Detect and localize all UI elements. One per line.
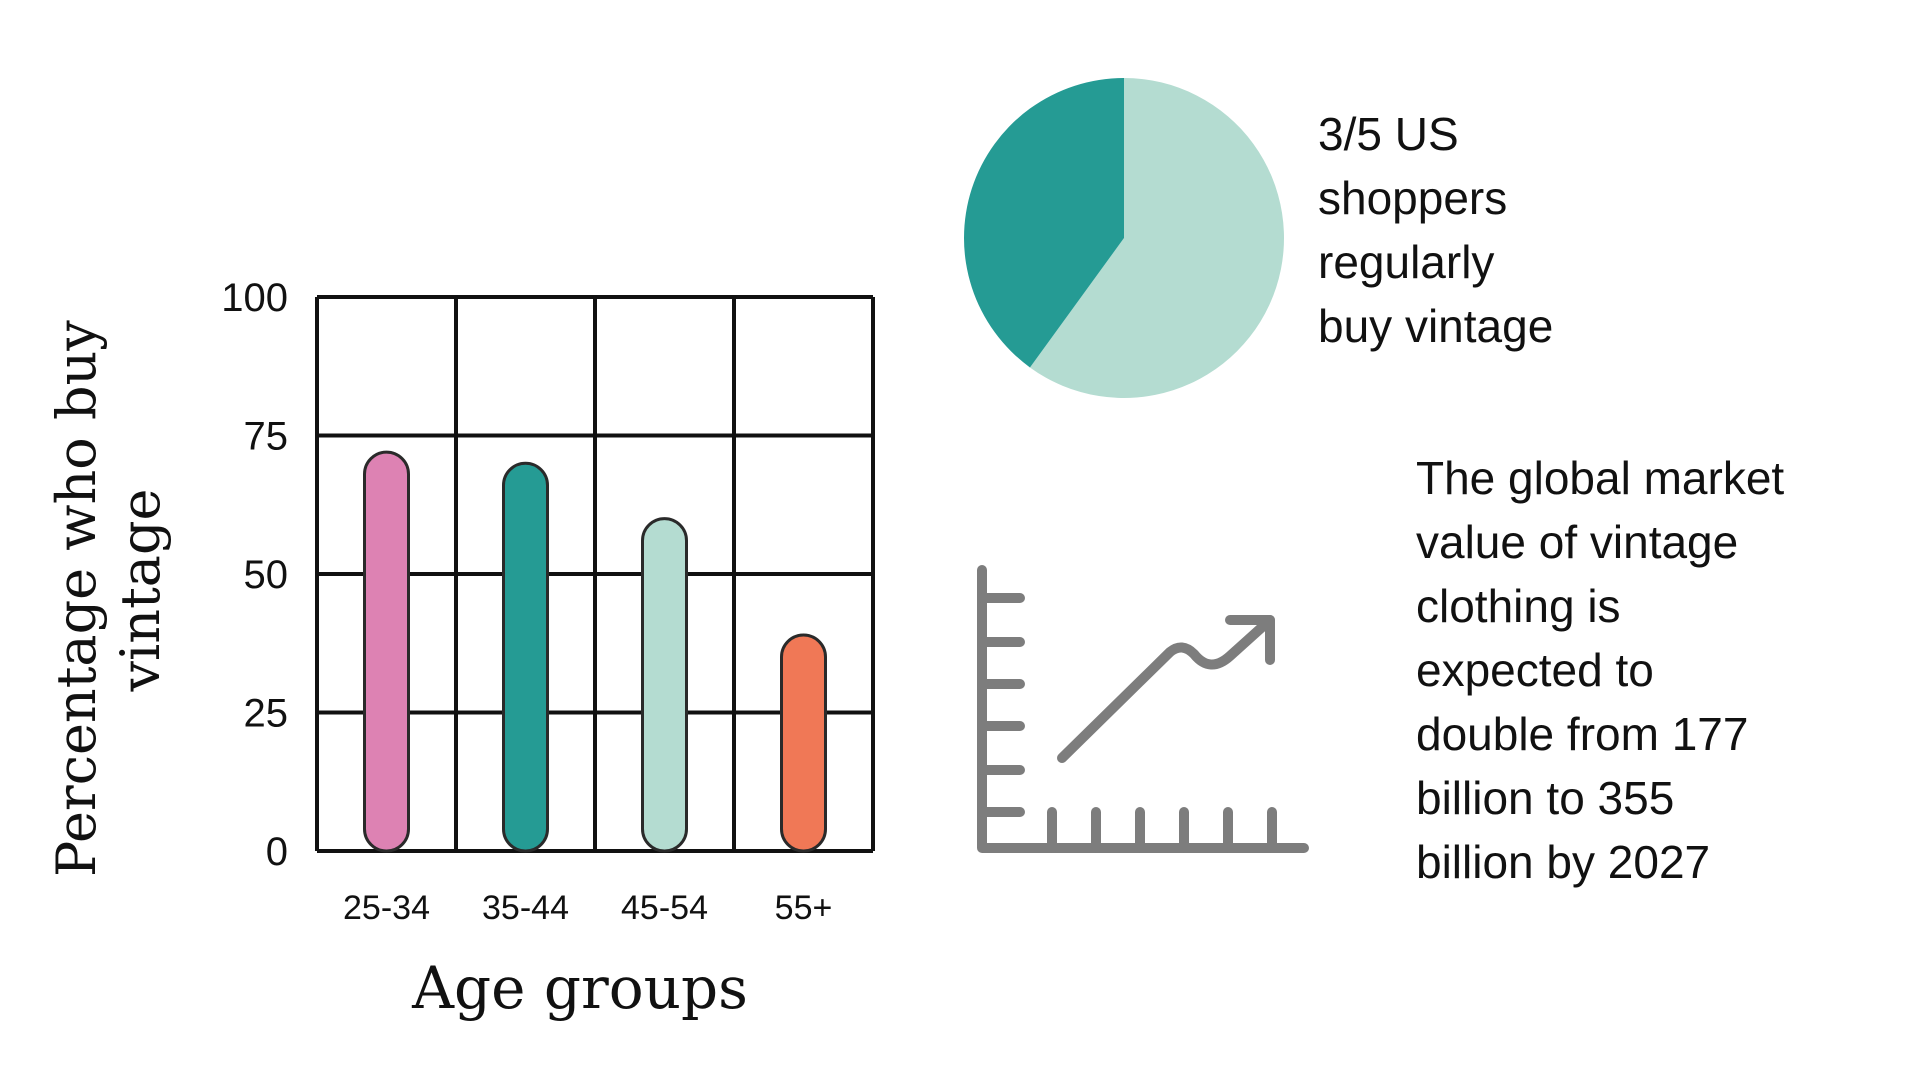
y-tick-label: 100 <box>221 276 288 320</box>
growth-chart-icon <box>977 565 1309 853</box>
pie-slice-1 <box>964 77 1124 368</box>
bar-35-44 <box>502 461 549 853</box>
x-tick-label: 25-34 <box>343 889 430 927</box>
bar-chart-ticks: 0 25 50 75 100 25-34 35-44 45-54 55+ <box>221 276 832 927</box>
bar-45-54 <box>641 517 688 853</box>
bar-55+ <box>780 633 827 853</box>
bar-chart-bars <box>363 450 827 853</box>
x-tick-label: 55+ <box>775 889 833 927</box>
y-tick-label: 50 <box>244 553 289 597</box>
pie-slice-0 <box>1029 78 1284 398</box>
y-axis-label-line-2: vintage <box>109 489 172 693</box>
bar-25-34 <box>363 450 410 853</box>
x-axis-label: Age groups <box>411 954 748 1022</box>
x-tick-label: 35-44 <box>482 889 569 927</box>
y-axis-label: Percentage who buy vintage <box>45 303 172 877</box>
y-axis-label-line-1: Percentage who buy <box>45 320 108 877</box>
pie-caption: 3/5 US shoppers regularly buy vintage <box>1318 108 1554 352</box>
x-tick-label: 45-54 <box>621 889 708 927</box>
y-tick-label: 0 <box>266 830 288 874</box>
y-tick-label: 75 <box>244 415 289 459</box>
y-tick-label: 25 <box>244 692 289 736</box>
market-value-text: The global market value of vintage cloth… <box>1416 452 1785 888</box>
